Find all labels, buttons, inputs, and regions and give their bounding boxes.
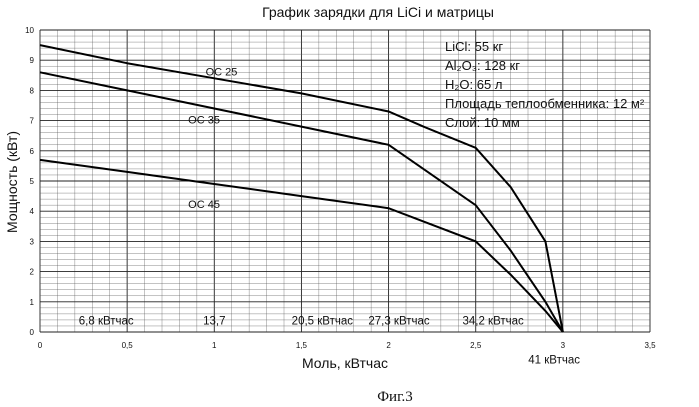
grid <box>39 29 651 333</box>
energy-annotation: 20,5 кВтчас <box>292 315 354 327</box>
x-axis-title: Моль, кВтчас <box>302 355 388 371</box>
y-tick-label: 3 <box>30 237 35 246</box>
x-tick-label: 2,5 <box>470 341 482 350</box>
y-tick-label: 0 <box>30 328 35 337</box>
x-tick-label: 3,5 <box>644 341 656 350</box>
info-line: H₂O: 65 л <box>445 77 502 92</box>
y-axis-title: Мощность (кВт) <box>4 131 20 233</box>
info-line: LiCl: 55 кг <box>445 39 503 54</box>
info-box: LiCl: 55 кг Al₂O₃: 128 кг H₂O: 65 л Площадь… <box>445 39 645 130</box>
y-tick-label: 5 <box>30 177 35 186</box>
series-line <box>39 71 564 333</box>
series-label: OC 35 <box>188 115 220 127</box>
energy-annotation: 34,2 кВтчас <box>462 315 524 327</box>
series-label: OC 25 <box>206 66 238 78</box>
energy-annotations: 6,8 кВтчас 13,7 20,5 кВтчас 27,3 кВтчас 34,2… <box>79 315 580 366</box>
y-tick-label: 8 <box>30 86 35 95</box>
energy-annotation: 41 кВтчас <box>528 355 580 367</box>
y-tick-label: 9 <box>30 56 35 65</box>
series-label: OC 45 <box>188 199 220 211</box>
tick-labels: 0 0,5 1 1,5 2 2,5 3 3,5 0 1 2 3 4 5 6 7 8 9 10 <box>25 26 656 350</box>
series-line <box>39 158 564 333</box>
y-tick-label: 7 <box>30 117 35 126</box>
x-tick-label: 1 <box>212 341 217 350</box>
info-line: Площадь теплообменника: 12 м² <box>445 96 645 111</box>
y-tick-label: 10 <box>25 26 34 35</box>
energy-annotation: 6,8 кВтчас <box>79 315 134 327</box>
info-line: Слой: 10 мм <box>445 115 520 130</box>
y-tick-label: 2 <box>30 268 35 277</box>
figure-caption: Фиг.3 <box>377 389 413 405</box>
x-tick-label: 2 <box>386 341 391 350</box>
series-labels: OC 25 OC 35 OC 45 <box>188 66 237 211</box>
energy-annotation: 27,3 кВтчас <box>368 315 430 327</box>
series-lines <box>39 44 564 333</box>
x-tick-label: 0,5 <box>122 341 134 350</box>
chart-title: График зарядки для LiCi и матрицы <box>262 4 494 20</box>
x-tick-label: 1,5 <box>296 341 308 350</box>
energy-annotation: 13,7 <box>203 315 225 327</box>
y-tick-label: 1 <box>30 298 35 307</box>
x-tick-label: 3 <box>561 341 566 350</box>
x-tick-label: 0 <box>38 341 43 350</box>
y-tick-label: 6 <box>30 147 35 156</box>
y-tick-label: 4 <box>30 207 35 216</box>
info-line: Al₂O₃: 128 кг <box>445 58 520 73</box>
series-line <box>39 44 564 333</box>
